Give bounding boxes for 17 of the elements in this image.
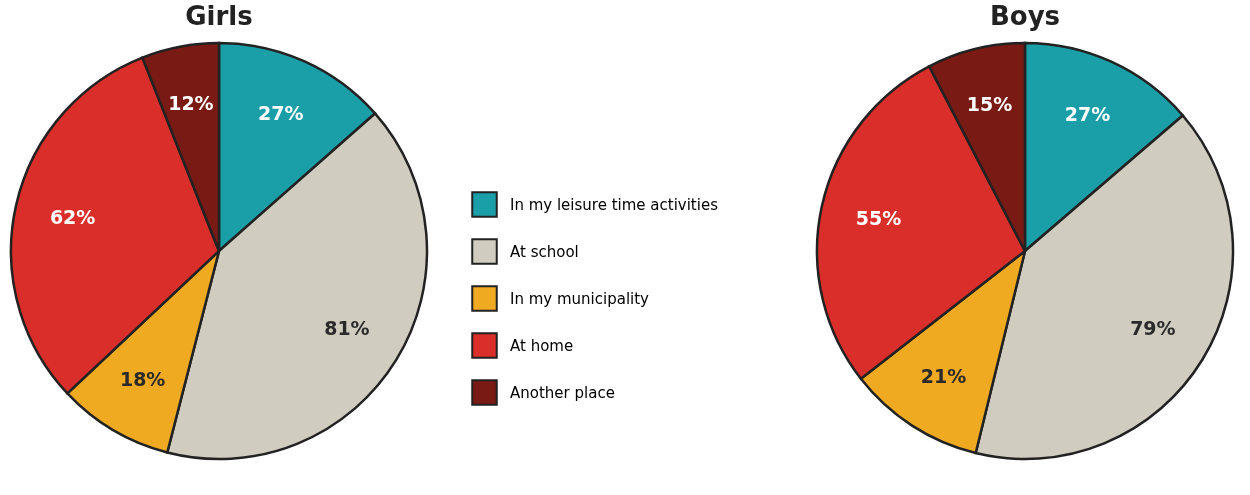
data-label: 12% (168, 91, 214, 114)
legend-label: In my municipality (510, 289, 650, 308)
chart-title: Girls (185, 1, 253, 31)
data-label: 18% (119, 368, 166, 391)
data-label: 81% (324, 317, 370, 340)
data-label: 62% (49, 206, 96, 229)
data-label: 55% (855, 206, 902, 229)
data-label: 79% (1130, 317, 1176, 340)
legend-label: At home (510, 336, 574, 355)
legend-label: At school (510, 242, 579, 261)
data-label: 15% (966, 93, 1013, 116)
data-label: 21% (920, 364, 967, 387)
chart-title: Boys (989, 1, 1061, 31)
legend-label: Another place (510, 383, 615, 402)
legend-label: In my leisure time activities (510, 195, 719, 214)
data-label: 27% (257, 102, 304, 125)
data-label: 27% (1064, 102, 1111, 125)
